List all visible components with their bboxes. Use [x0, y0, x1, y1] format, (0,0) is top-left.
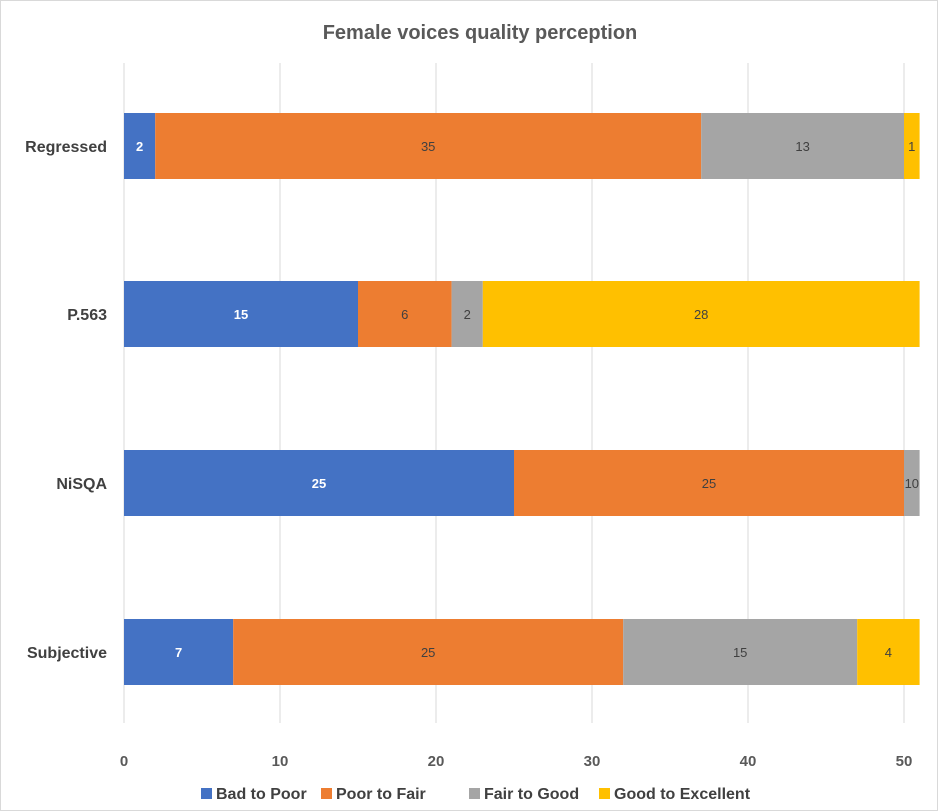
data-label: 25	[702, 476, 716, 491]
data-label: 25	[312, 476, 326, 491]
bar-segment	[904, 113, 920, 179]
legend-swatch	[469, 788, 480, 799]
legend-label: Bad to Poor	[216, 786, 307, 803]
x-tick-label: 20	[428, 753, 445, 770]
x-tick-labels: 0 10 20 30 40 50	[120, 753, 913, 770]
legend: Bad to Poor Poor to Fair Fair to Good Good …	[201, 786, 751, 803]
legend-swatch	[599, 788, 610, 799]
category-label: Regressed	[25, 139, 107, 156]
data-label: 25	[421, 645, 435, 660]
x-tick-label: 0	[120, 753, 128, 770]
data-labels: 2 35 13 1 15 6 2 28 25 25 10 7 25 15 4	[136, 139, 919, 660]
chart-title: Female voices quality perception	[323, 22, 638, 44]
bar-segment	[358, 281, 452, 347]
bar-segment	[514, 450, 904, 516]
x-tick-label: 10	[272, 753, 289, 770]
data-label: 1	[908, 139, 915, 154]
legend-label: Good to Excellent	[614, 786, 751, 803]
data-label: 4	[885, 645, 892, 660]
data-label: 28	[694, 307, 708, 322]
data-label: 10	[905, 476, 919, 491]
bar-segment	[451, 281, 483, 347]
legend-label: Fair to Good	[484, 786, 579, 803]
data-label: 6	[401, 307, 408, 322]
legend-swatch	[201, 788, 212, 799]
bar-segment	[623, 619, 858, 685]
bar-segment	[857, 619, 920, 685]
x-tick-label: 50	[896, 753, 913, 770]
data-label: 15	[733, 645, 747, 660]
category-labels: Regressed P.563 NiSQA Subjective	[25, 139, 107, 662]
bars	[124, 113, 920, 685]
x-tick-label: 30	[584, 753, 601, 770]
bar-segment	[155, 113, 702, 179]
data-label: 2	[464, 307, 471, 322]
data-label: 15	[234, 307, 248, 322]
bar-segment	[701, 113, 904, 179]
bar-segment	[233, 619, 624, 685]
legend-label: Poor to Fair	[336, 786, 426, 803]
category-label: P.563	[67, 307, 107, 324]
bar-segment	[124, 113, 156, 179]
bar-segment	[124, 281, 358, 347]
bar-segment	[482, 281, 920, 347]
data-label: 7	[175, 645, 182, 660]
bar-segment	[124, 450, 514, 516]
legend-swatch	[321, 788, 332, 799]
data-label: 13	[795, 139, 809, 154]
category-label: Subjective	[27, 645, 107, 662]
x-tick-label: 40	[740, 753, 757, 770]
data-label: 2	[136, 139, 143, 154]
category-label: NiSQA	[56, 476, 107, 493]
data-label: 35	[421, 139, 435, 154]
bar-segment	[904, 450, 920, 516]
bar-segment	[124, 619, 234, 685]
